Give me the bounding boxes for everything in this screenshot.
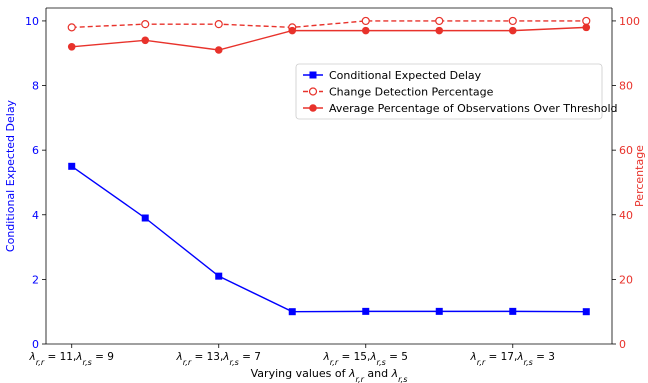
right-y-axis-title: Percentage xyxy=(633,145,646,207)
legend-label: Average Percentage of Observations Over … xyxy=(329,102,618,115)
legend-marker xyxy=(309,71,317,79)
series-line xyxy=(71,165,587,313)
data-point xyxy=(141,214,149,222)
data-point xyxy=(67,42,76,51)
legend-item: Change Detection Percentage xyxy=(303,86,494,99)
data-point xyxy=(288,26,297,35)
legend: Conditional Expected Delay Change Detecti… xyxy=(295,63,618,120)
series-conditional-expected-delay xyxy=(68,162,590,316)
left-y-tick-label: 2 xyxy=(32,273,39,286)
data-point xyxy=(582,16,591,26)
series-line xyxy=(71,26,587,51)
data-point xyxy=(508,16,517,26)
data-point xyxy=(361,26,370,35)
right-y-tick-label: 40 xyxy=(619,209,633,222)
legend-item: Average Percentage of Observations Over … xyxy=(303,102,618,115)
x-tick-label: λr,r = 15,λr,s = 5 xyxy=(323,351,408,367)
right-y-tick-label: 100 xyxy=(619,15,640,28)
data-point xyxy=(214,20,223,29)
x-tick-label: λr,r = 11,λr,s = 9 xyxy=(29,351,114,367)
data-point xyxy=(215,272,223,280)
data-point xyxy=(67,23,76,32)
data-point xyxy=(141,36,150,45)
data-point xyxy=(214,46,223,54)
legend-label: Change Detection Percentage xyxy=(329,86,494,99)
right-y-tick-label: 60 xyxy=(619,144,633,157)
data-point xyxy=(288,308,296,316)
data-point xyxy=(435,26,444,35)
left-y-tick-label: 10 xyxy=(25,15,39,28)
left-y-tick-label: 4 xyxy=(32,209,39,222)
data-point xyxy=(582,23,591,32)
left-y-tick-label: 6 xyxy=(32,144,39,157)
series-line xyxy=(71,20,587,29)
left-y-tick-label: 0 xyxy=(32,338,39,351)
data-point xyxy=(435,16,444,26)
series-average-percentage-of-observations-over-threshold xyxy=(67,23,591,54)
data-point xyxy=(435,307,443,315)
data-point xyxy=(509,307,517,315)
x-tick-label: λr,r = 17,λr,s = 3 xyxy=(470,351,555,367)
data-point xyxy=(508,26,517,35)
legend-marker xyxy=(309,104,317,112)
x-tick-label: λr,r = 13,λr,s = 7 xyxy=(176,351,261,367)
legend-marker xyxy=(308,87,318,96)
data-point xyxy=(68,162,76,170)
legend-label: Conditional Expected Delay xyxy=(329,69,482,82)
left-y-tick-label: 8 xyxy=(32,80,39,93)
data-point xyxy=(362,307,370,315)
left-y-axis-title: Conditional Expected Delay xyxy=(4,99,17,252)
x-axis-title: Varying values of λr,r and λr,s xyxy=(251,367,408,383)
right-y-tick-label: 0 xyxy=(619,338,626,351)
legend-box xyxy=(295,63,603,120)
data-point xyxy=(582,308,590,316)
data-point xyxy=(361,16,370,26)
data-point xyxy=(141,20,150,29)
right-y-tick-label: 80 xyxy=(619,80,633,93)
right-y-tick-label: 20 xyxy=(619,273,633,286)
plot-series xyxy=(67,16,591,316)
legend-item: Conditional Expected Delay xyxy=(303,69,482,82)
